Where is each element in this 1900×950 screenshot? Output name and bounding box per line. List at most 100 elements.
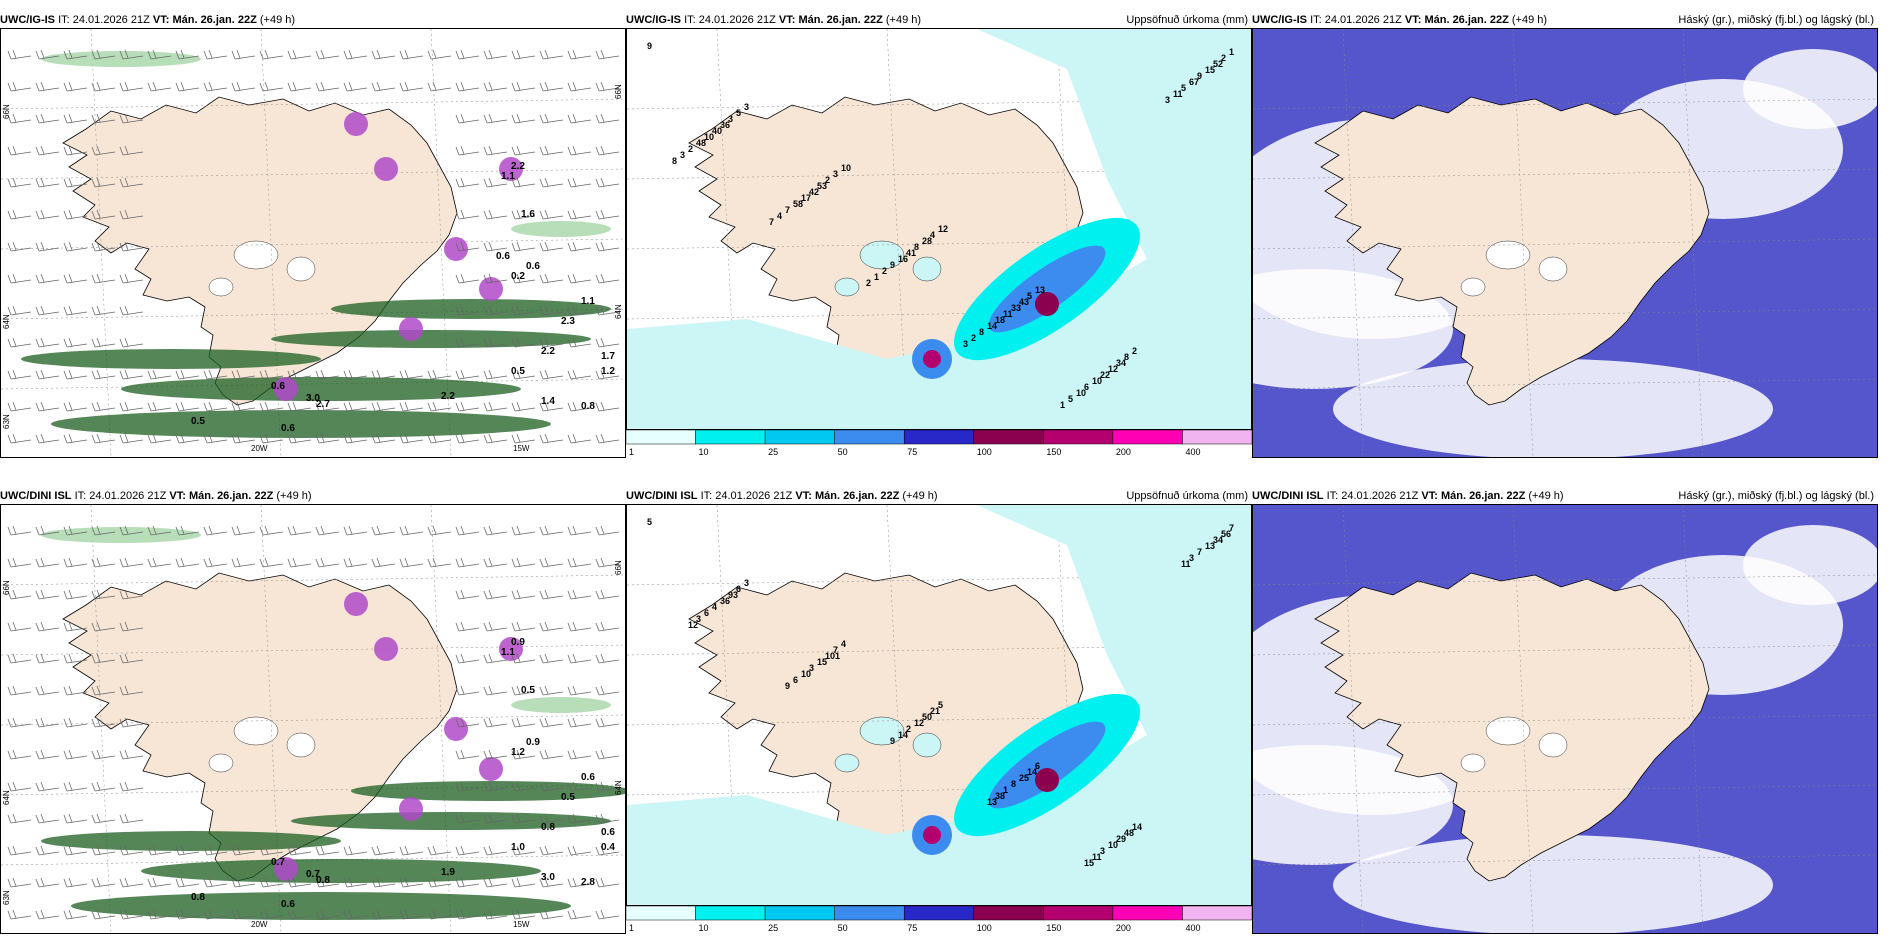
wind-barb	[483, 81, 508, 92]
wind-barb	[455, 49, 480, 60]
precip-value-label: 2	[906, 724, 911, 734]
precip-value-label: 8	[914, 242, 919, 252]
precip-value-label: 4	[841, 639, 846, 649]
wind-barb	[343, 401, 368, 412]
wind-barb	[63, 557, 88, 568]
precip-value-label: 1	[1003, 785, 1008, 795]
wind-barb	[427, 909, 452, 920]
light-green-area	[511, 697, 611, 713]
longitude-line	[886, 505, 908, 905]
wind-barb	[343, 557, 368, 568]
wind-barb	[567, 81, 592, 92]
wind-barb	[511, 433, 536, 444]
wind-barb	[595, 621, 620, 632]
wind-barb	[455, 337, 480, 348]
snow-blobs	[274, 112, 523, 401]
wind-barb	[63, 49, 88, 60]
wind-barb	[483, 401, 508, 412]
wind-barb	[455, 813, 480, 824]
lat-label-64n-right: 64N	[614, 780, 623, 795]
precip-value-label: 2	[688, 144, 693, 154]
wind-barb	[91, 685, 116, 696]
precip-value-label: 14	[987, 321, 997, 331]
precip-value-label: 10	[704, 132, 714, 142]
longitude-line	[90, 29, 112, 457]
wind-value-label: 0.6	[526, 261, 540, 272]
lat-label-63n: 63N	[2, 890, 11, 905]
precip-value-label: 11	[1173, 89, 1183, 99]
wind-value-label: 0.7	[306, 869, 320, 880]
wind-barb	[287, 401, 312, 412]
map-frame	[1252, 28, 1878, 458]
wind-barb	[595, 177, 620, 188]
longitude-line	[260, 505, 282, 933]
wind-value-label: 1.1	[581, 296, 595, 307]
lead-time: (+49 h)	[1511, 14, 1548, 26]
panel-title-right: Háský (gr.), miðský (fj.bl.) og lágský (…	[1678, 14, 1874, 26]
wind-barb	[511, 813, 536, 824]
wind-barb	[203, 877, 228, 888]
precip-value-label: 3	[744, 102, 749, 112]
wind-barb	[91, 81, 116, 92]
wind-barb	[231, 525, 256, 536]
it-label: IT:	[1310, 14, 1322, 26]
precip-value-label: 3	[963, 339, 968, 349]
wind-barb	[63, 337, 88, 348]
precip-value-label: 36	[720, 120, 730, 130]
precip-value-label: 2	[882, 266, 887, 276]
wind-barb	[203, 557, 228, 568]
precip-value-label: 9	[647, 41, 652, 51]
wind-barb	[427, 525, 452, 536]
colorbar-tick: 100	[977, 923, 992, 933]
lat-label-66n: 66N	[2, 104, 11, 119]
wind-barb	[259, 557, 284, 568]
wind-barb	[511, 369, 536, 380]
precip-value-label: 4	[930, 230, 935, 240]
glacier-outline	[834, 277, 860, 297]
precip-value-label: 3	[1165, 95, 1170, 105]
longitude-line	[430, 505, 452, 933]
lat-label-66n: 66N	[2, 580, 11, 595]
wind-value-label: 0.6	[581, 772, 595, 783]
wind-barb	[203, 81, 228, 92]
cloud-gap	[1743, 525, 1877, 605]
wind-barb	[119, 145, 144, 156]
precip-value-label: 34	[1213, 535, 1223, 545]
glacier-outline	[1538, 256, 1568, 282]
wind-barb	[7, 49, 32, 60]
colorbar-swatch	[626, 905, 696, 921]
precip-value-label: 58	[793, 199, 803, 209]
longitude-line	[1512, 29, 1534, 457]
wind-barb	[147, 877, 172, 888]
wind-barb	[511, 845, 536, 856]
glacier-outline	[859, 716, 905, 746]
longitude-line	[716, 505, 738, 905]
wind-value-label: 0.8	[581, 401, 595, 412]
wind-barb	[147, 845, 172, 856]
purple-snow-area	[499, 157, 523, 181]
wind-barb	[7, 81, 32, 92]
wind-value-label: 2.3	[561, 316, 575, 327]
lead-time: (+49 h)	[276, 490, 312, 502]
wind-barb	[399, 369, 424, 380]
wind-barb	[427, 845, 452, 856]
precip-value-label: 17	[801, 193, 811, 203]
wind-barb	[427, 557, 452, 568]
precip-value-label: 93	[728, 590, 738, 600]
wind-barb	[539, 557, 564, 568]
wind-barb	[35, 49, 60, 60]
wind-barb	[287, 369, 312, 380]
wind-barb	[539, 177, 564, 188]
wind-barb	[259, 49, 284, 60]
wind-barb	[119, 685, 144, 696]
vt-label: VT:	[152, 14, 170, 26]
precip-value-label: 13	[1035, 285, 1045, 295]
glacier-outline	[1538, 732, 1568, 758]
wind-barb	[595, 813, 620, 824]
wind-barb	[511, 337, 536, 348]
wind-barb	[371, 909, 396, 920]
glacier-outline	[1460, 753, 1486, 773]
precip-value-label: 21	[930, 706, 940, 716]
light-green-area	[511, 221, 611, 237]
precip-heavy	[988, 721, 1106, 809]
